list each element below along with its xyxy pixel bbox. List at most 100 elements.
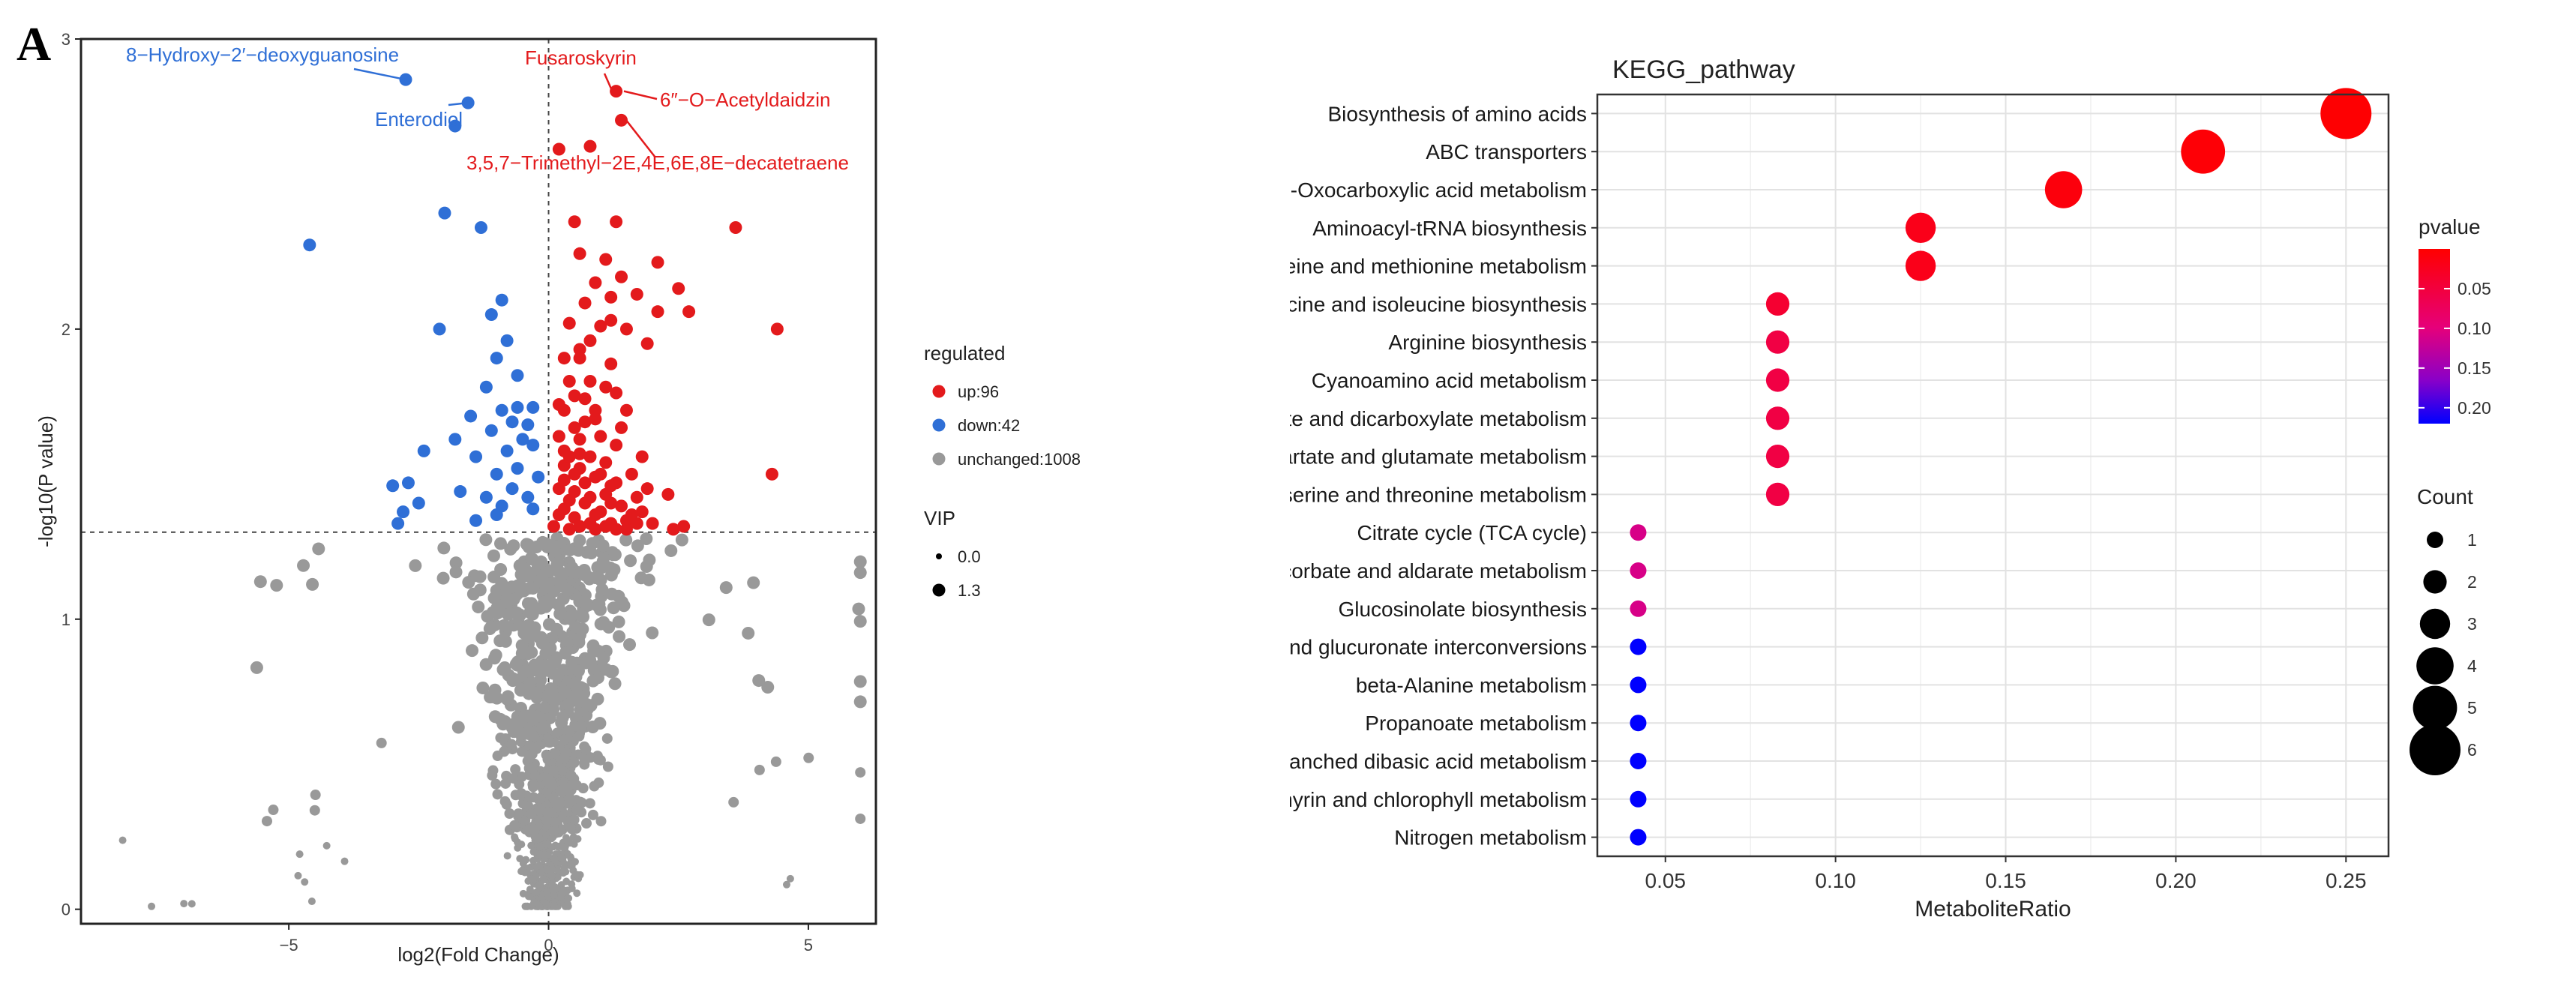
pathway-label: Alanine, aspartate and glutamate metabol…	[1290, 445, 1587, 469]
up-regulated-point	[573, 343, 586, 356]
unchanged-point	[340, 857, 349, 865]
unchanged-point	[268, 805, 279, 816]
up-regulated-point	[651, 256, 664, 269]
pathway-bubble	[1630, 676, 1647, 694]
annotation-leader-line	[353, 67, 406, 81]
up-regulated-point	[562, 493, 576, 507]
unchanged-point	[550, 748, 562, 760]
unchanged-point	[602, 761, 613, 772]
unchanged-point	[544, 850, 552, 859]
unchanged-point	[742, 626, 755, 640]
legend-label: up:96	[958, 382, 999, 401]
pvalue-colorbar	[2419, 249, 2450, 424]
unchanged-point	[505, 580, 518, 594]
unchanged-point	[525, 597, 538, 610]
up-regulated-point	[640, 482, 654, 496]
unchanged-point	[554, 576, 568, 589]
unchanged-point	[556, 711, 569, 724]
y-tick-label: 1	[61, 610, 70, 629]
unchanged-point	[492, 751, 503, 762]
unchanged-point	[473, 570, 487, 583]
unchanged-point	[576, 622, 589, 636]
count-legend-swatch	[2413, 685, 2458, 730]
unchanged-point	[543, 865, 551, 874]
unchanged-point	[536, 850, 544, 859]
colorbar-tick-label: 0.20	[2458, 398, 2491, 418]
pathway-label: Cysteine and methionine metabolism	[1290, 255, 1587, 278]
unchanged-point	[506, 739, 517, 750]
up-regulated-point	[635, 505, 649, 519]
unchanged-point	[761, 681, 775, 694]
unchanged-point	[664, 544, 678, 557]
up-regulated-point	[619, 322, 633, 336]
unchanged-point	[586, 639, 600, 652]
plot-frame	[79, 37, 877, 925]
unchanged-point	[250, 661, 263, 674]
pvalue-legend-title: pvalue	[2419, 215, 2481, 238]
unchanged-point	[462, 576, 475, 589]
unchanged-point	[436, 571, 450, 585]
unchanged-point	[542, 900, 550, 908]
down-regulated-point	[511, 369, 524, 382]
x-tick-label: 0.05	[1645, 869, 1687, 892]
unchanged-point	[312, 542, 325, 556]
down-regulated-point	[526, 439, 540, 452]
up-regulated-point	[630, 490, 643, 504]
unchanged-point	[297, 559, 310, 572]
down-regulated-point	[454, 485, 467, 499]
pathway-label: Valine, leucine and isoleucine biosynthe…	[1290, 292, 1587, 316]
unchanged-point	[624, 554, 637, 568]
y-tick-label: 3	[61, 30, 70, 49]
unchanged-point	[608, 548, 622, 562]
count-legend-label: 4	[2467, 656, 2477, 676]
up-regulated-point	[667, 523, 680, 536]
down-regulated-point	[516, 433, 529, 446]
unchanged-point	[488, 710, 502, 724]
up-regulated-point	[615, 421, 628, 434]
unchanged-point	[508, 772, 519, 784]
unchanged-point	[488, 683, 502, 697]
plot-frame	[1596, 93, 2390, 858]
pathway-label: Cyanoamino acid metabolism	[1312, 369, 1587, 392]
pathway-bubble	[1905, 212, 1936, 243]
annotation-label: Enterodiol	[375, 108, 463, 130]
down-regulated-point	[469, 450, 483, 463]
unchanged-point	[853, 695, 867, 709]
down-regulated-point	[438, 206, 451, 220]
unchanged-point	[492, 789, 503, 800]
up-regulated-point	[568, 421, 581, 434]
legend-label: unchanged:1008	[958, 450, 1081, 469]
unchanged-point	[548, 793, 559, 804]
down-regulated-point	[505, 415, 519, 429]
up-regulated-point	[677, 520, 691, 533]
unchanged-point	[479, 533, 493, 547]
unchanged-point	[513, 715, 526, 729]
down-regulated-point	[479, 380, 493, 394]
count-legend-title: Count	[2417, 485, 2473, 508]
pathway-label: Glycine, serine and threonine metabolism	[1290, 483, 1587, 506]
x-axis-title: MetaboliteRatio	[1915, 897, 2071, 922]
up-regulated-point	[589, 523, 602, 536]
up-regulated-point	[552, 397, 565, 411]
unchanged-point	[253, 575, 267, 589]
unchanged-point	[118, 836, 127, 844]
unchanged-point	[516, 787, 527, 799]
unchanged-point	[573, 534, 586, 547]
unchanged-point	[546, 807, 557, 818]
unchanged-point	[526, 582, 540, 595]
down-regulated-point	[464, 409, 478, 423]
pathway-label: Propanoate metabolism	[1365, 712, 1587, 735]
down-regulated-point	[391, 517, 405, 530]
pathway-bubble	[1630, 600, 1647, 617]
unchanged-point	[437, 541, 451, 555]
up-regulated-point	[578, 392, 592, 406]
unchanged-point	[558, 685, 571, 699]
unchanged-point	[562, 698, 575, 712]
unchanged-point	[500, 692, 514, 706]
pathway-label: 2-Oxocarboxylic acid metabolism	[1290, 178, 1587, 202]
unchanged-point	[595, 816, 607, 827]
unchanged-point	[571, 664, 585, 678]
unchanged-point	[294, 871, 302, 880]
y-tick-label: 2	[61, 320, 70, 339]
